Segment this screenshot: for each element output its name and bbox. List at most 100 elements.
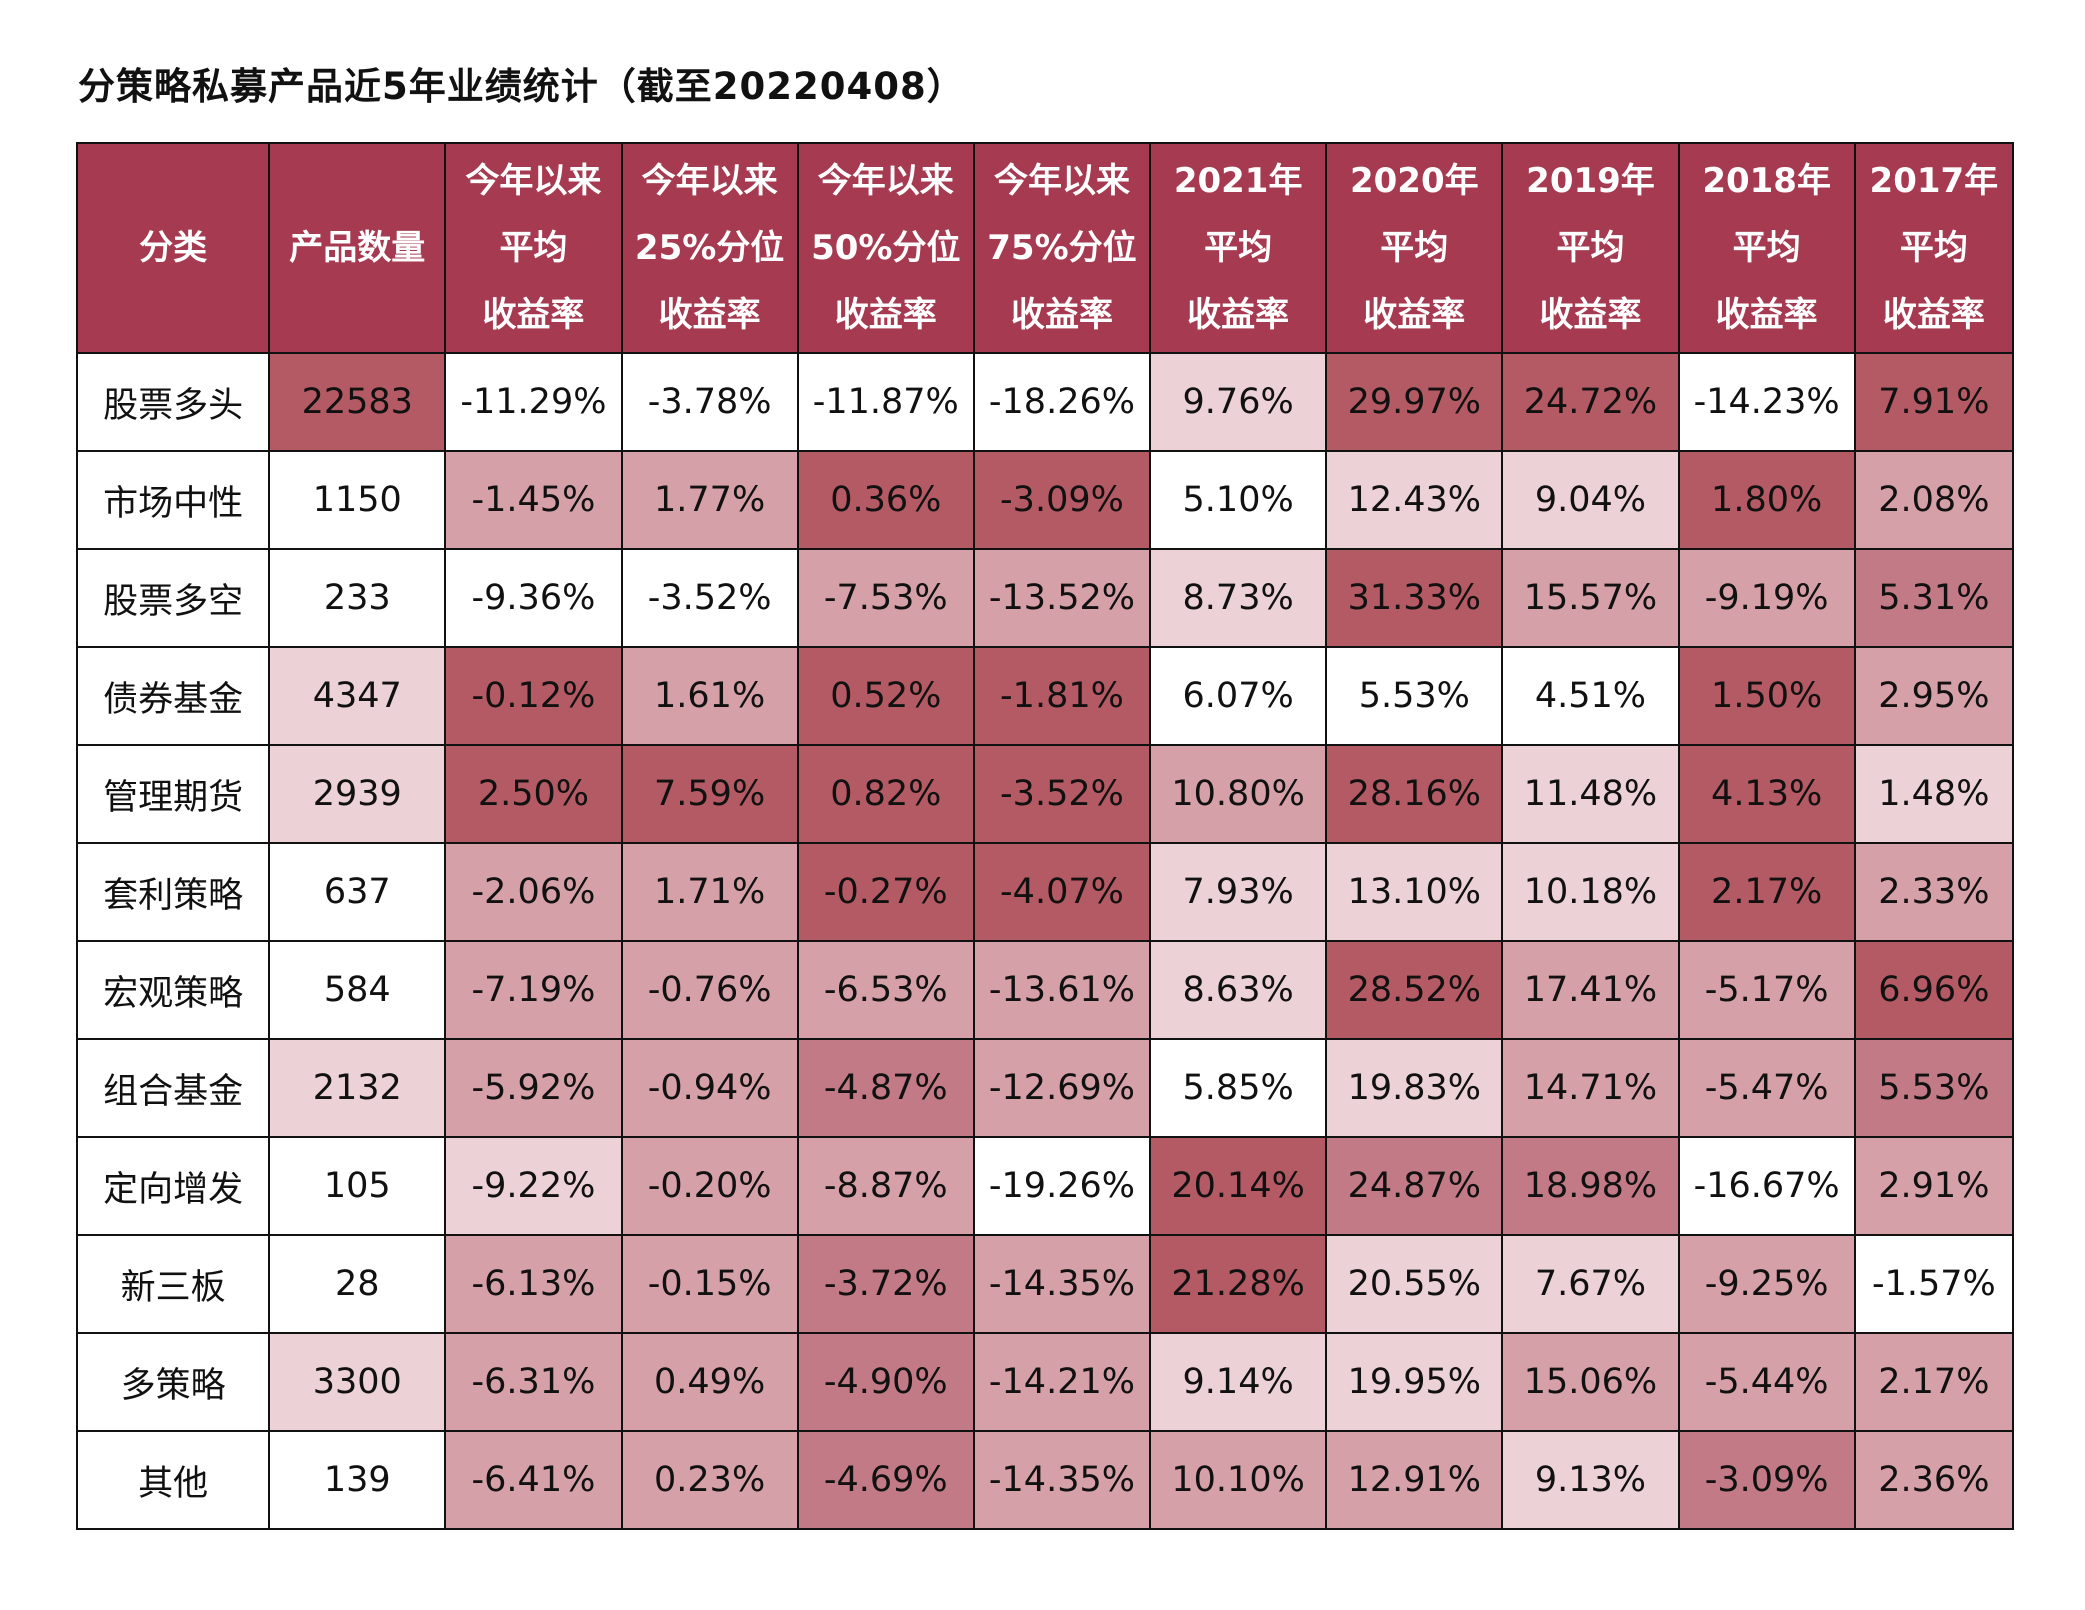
return-cell: -1.81% xyxy=(972,646,1152,746)
product-count-cell: 584 xyxy=(268,940,447,1040)
return-cell: 0.36% xyxy=(796,450,975,550)
return-cell: 4.51% xyxy=(1501,646,1680,746)
return-cell: -3.72% xyxy=(796,1234,975,1334)
table-row: 套利策略 637 -2.06% 1.71% -0.27% -4.07% 7.93% 13.10… xyxy=(75,842,2015,942)
return-cell: 4.13% xyxy=(1677,744,1856,844)
column-header: 2019年 平均 收益率 xyxy=(1501,142,1680,354)
column-header-line: 75%分位 xyxy=(987,227,1137,268)
table-row: 股票多头 22583 -11.29% -3.78% -11.87% -18.26% 9.76… xyxy=(75,352,2015,452)
return-cell: -6.13% xyxy=(444,1234,623,1334)
return-cell: 31.33% xyxy=(1325,548,1504,648)
return-cell: -3.09% xyxy=(1677,1430,1856,1530)
return-cell: 1.61% xyxy=(620,646,799,746)
performance-table: 分类 产品数量 今年以来 平均 收益率 今年以来 25%分位 收益率 今年以来 50%分位 收益率今… xyxy=(75,142,2015,1530)
table-row: 其他 139 -6.41% 0.23% -4.69% -14.35% 10.10% 12.91… xyxy=(75,1430,2015,1530)
return-cell: -0.27% xyxy=(796,842,975,942)
column-header-line: 平均 xyxy=(1732,227,1801,268)
return-cell: -3.09% xyxy=(972,450,1152,550)
return-cell: 8.63% xyxy=(1149,940,1328,1040)
return-cell: 14.71% xyxy=(1501,1038,1680,1138)
return-cell: -5.47% xyxy=(1677,1038,1856,1138)
return-cell: -0.12% xyxy=(444,646,623,746)
column-header: 2021年 平均 收益率 xyxy=(1149,142,1328,354)
return-cell: -3.52% xyxy=(620,548,799,648)
return-cell: 5.53% xyxy=(1853,1038,2015,1138)
return-cell: 9.13% xyxy=(1501,1430,1680,1530)
product-count-cell: 2939 xyxy=(268,744,447,844)
return-cell: 21.28% xyxy=(1149,1234,1328,1334)
return-cell: -13.61% xyxy=(972,940,1152,1040)
return-cell: 1.50% xyxy=(1677,646,1856,746)
return-cell: 9.76% xyxy=(1149,352,1328,452)
return-cell: 1.77% xyxy=(620,450,799,550)
return-cell: -19.26% xyxy=(972,1136,1152,1236)
return-cell: 13.10% xyxy=(1325,842,1504,942)
category-cell: 股票多空 xyxy=(75,548,271,648)
return-cell: -14.35% xyxy=(972,1430,1152,1530)
product-count-cell: 3300 xyxy=(268,1332,447,1432)
return-cell: 2.50% xyxy=(444,744,623,844)
return-cell: 12.91% xyxy=(1325,1430,1504,1530)
return-cell: 5.85% xyxy=(1149,1038,1328,1138)
return-cell: -12.69% xyxy=(972,1038,1152,1138)
category-cell: 其他 xyxy=(75,1430,271,1530)
product-count-cell: 2132 xyxy=(268,1038,447,1138)
column-header: 今年以来 75%分位 收益率 xyxy=(972,142,1152,354)
return-cell: -7.53% xyxy=(796,548,975,648)
return-cell: 1.80% xyxy=(1677,450,1856,550)
return-cell: 18.98% xyxy=(1501,1136,1680,1236)
category-cell: 组合基金 xyxy=(75,1038,271,1138)
column-header-line: 产品数量 xyxy=(289,227,426,268)
return-cell: -3.52% xyxy=(972,744,1152,844)
table-row: 定向增发 105 -9.22% -0.20% -8.87% -19.26% 20.14% 24… xyxy=(75,1136,2015,1236)
return-cell: -11.29% xyxy=(444,352,623,452)
return-cell: 6.96% xyxy=(1853,940,2015,1040)
return-cell: -5.17% xyxy=(1677,940,1856,1040)
return-cell: 2.36% xyxy=(1853,1430,2015,1530)
column-header-line: 今年以来 xyxy=(817,160,954,201)
return-cell: -5.92% xyxy=(444,1038,623,1138)
column-header-line: 收益率 xyxy=(1363,294,1466,335)
return-cell: -16.67% xyxy=(1677,1136,1856,1236)
return-cell: -14.35% xyxy=(972,1234,1152,1334)
column-header-line: 收益率 xyxy=(1187,294,1290,335)
column-header-line: 25%分位 xyxy=(634,227,785,268)
return-cell: 7.59% xyxy=(620,744,799,844)
table-row: 新三板 28 -6.13% -0.15% -3.72% -14.35% 21.28% 20.5… xyxy=(75,1234,2015,1334)
return-cell: -8.87% xyxy=(796,1136,975,1236)
column-header-line: 收益率 xyxy=(658,294,761,335)
return-cell: 11.48% xyxy=(1501,744,1680,844)
return-cell: 8.73% xyxy=(1149,548,1328,648)
category-cell: 宏观策略 xyxy=(75,940,271,1040)
return-cell: 29.97% xyxy=(1325,352,1504,452)
column-header-line: 收益率 xyxy=(482,294,585,335)
return-cell: 20.55% xyxy=(1325,1234,1504,1334)
table-row: 组合基金 2132 -5.92% -0.94% -4.87% -12.69% 5.85% 19… xyxy=(75,1038,2015,1138)
header-row: 分类 产品数量 今年以来 平均 收益率 今年以来 25%分位 收益率 今年以来 50%分位 收益率今… xyxy=(75,142,2015,354)
return-cell: -18.26% xyxy=(972,352,1152,452)
return-cell: 7.67% xyxy=(1501,1234,1680,1334)
category-cell: 股票多头 xyxy=(75,352,271,452)
category-cell: 债券基金 xyxy=(75,646,271,746)
return-cell: 10.80% xyxy=(1149,744,1328,844)
column-header-line: 50%分位 xyxy=(811,227,961,268)
return-cell: -0.76% xyxy=(620,940,799,1040)
category-cell: 新三板 xyxy=(75,1234,271,1334)
return-cell: 7.93% xyxy=(1149,842,1328,942)
column-header-line: 平均 xyxy=(499,227,568,268)
return-cell: -9.19% xyxy=(1677,548,1856,648)
column-header: 分类 xyxy=(75,142,271,354)
return-cell: 5.10% xyxy=(1149,450,1328,550)
category-cell: 多策略 xyxy=(75,1332,271,1432)
return-cell: 10.10% xyxy=(1149,1430,1328,1530)
table-row: 债券基金 4347 -0.12% 1.61% 0.52% -1.81% 6.07% 5.53%… xyxy=(75,646,2015,746)
return-cell: -2.06% xyxy=(444,842,623,942)
return-cell: 24.72% xyxy=(1501,352,1680,452)
return-cell: 28.16% xyxy=(1325,744,1504,844)
return-cell: 12.43% xyxy=(1325,450,1504,550)
return-cell: 1.48% xyxy=(1853,744,2015,844)
column-header-line: 收益率 xyxy=(1010,294,1113,335)
return-cell: 2.95% xyxy=(1853,646,2015,746)
column-header-line: 2017年 xyxy=(1869,160,1999,201)
return-cell: 10.18% xyxy=(1501,842,1680,942)
